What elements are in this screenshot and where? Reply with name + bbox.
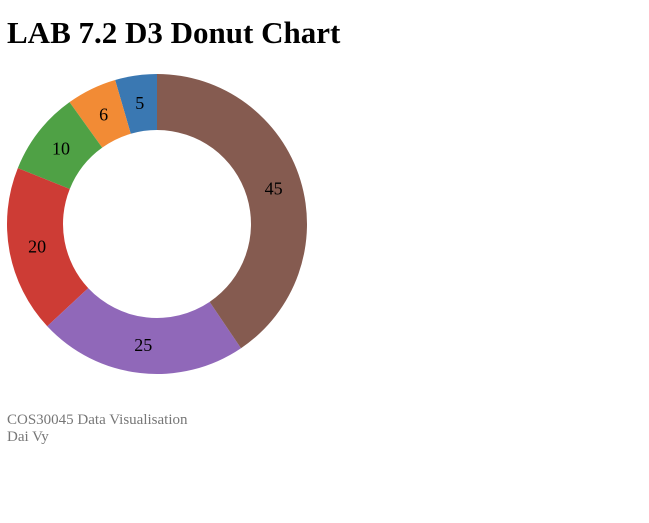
footer: COS30045 Data Visualisation Dai Vy <box>7 412 187 446</box>
footer-course: COS30045 Data Visualisation <box>7 412 188 428</box>
donut-slice-6 <box>69 79 131 148</box>
slice-label-6: 6 <box>99 104 108 124</box>
slice-label-25: 25 <box>134 335 152 355</box>
page-title: LAB 7.2 D3 Donut Chart <box>7 15 341 50</box>
slice-label-45: 45 <box>265 178 283 198</box>
donut-slice-45 <box>157 74 307 349</box>
donut-chart: 5 6 10 20 25 45 <box>7 74 307 374</box>
donut-slice-10 <box>17 102 103 189</box>
donut-slice-20 <box>7 168 89 327</box>
donut-group: 5 6 10 20 25 45 <box>7 74 307 374</box>
slice-label-20: 20 <box>28 236 46 256</box>
footer-author: Dai Vy <box>7 429 49 445</box>
slice-label-10: 10 <box>52 139 70 159</box>
donut-slice-25 <box>47 288 241 374</box>
slice-label-5: 5 <box>135 93 144 113</box>
donut-slice-5 <box>115 74 157 134</box>
